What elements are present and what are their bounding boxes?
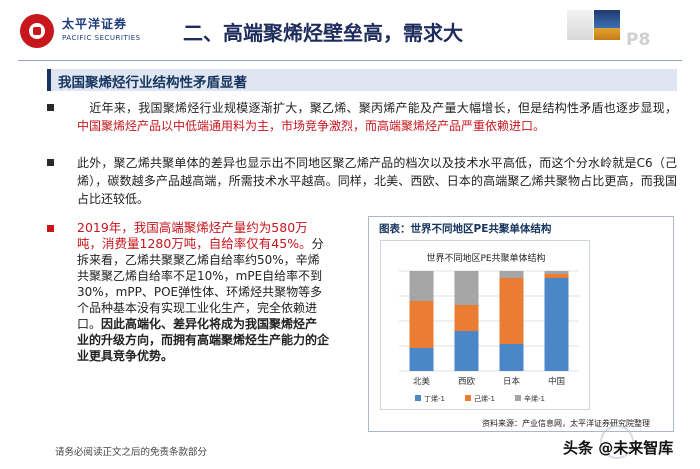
page-number: P8 xyxy=(626,30,651,50)
legend-swatch xyxy=(515,395,521,401)
section-title: 我国聚烯烃行业结构性矛盾显著 xyxy=(58,75,247,91)
bullet-text: 近年来，我国聚烯烃行业规模逐渐扩大，聚乙烯、聚丙烯产能及产量大幅增长，但是结构性… xyxy=(77,99,677,135)
bar-segment xyxy=(454,271,479,305)
chart-caption: 图表：世界不同地区PE共聚单体结构 xyxy=(379,223,552,235)
bar-segment xyxy=(499,271,524,278)
section-heading-bar xyxy=(47,69,677,91)
decorative-block-icon xyxy=(567,10,593,40)
header-divider xyxy=(18,60,682,61)
page-title: 二、高端聚烯烃壁垒高，需求大 xyxy=(183,21,463,45)
bullet-square-icon xyxy=(47,225,54,232)
bar-segment xyxy=(544,278,569,371)
bullet-square-icon xyxy=(47,159,54,166)
header: 太平洋证券 PACIFIC SECURITIES 二、高端聚烯烃壁垒高，需求大 … xyxy=(0,0,700,62)
x-tick-label: 中国 xyxy=(548,376,565,387)
company-logo: 太平洋证券 PACIFIC SECURITIES xyxy=(20,12,170,52)
bullet-text-plain: 近年来，我国聚烯烃行业规模逐渐扩大，聚乙烯、聚丙烯产能及产量大幅增长，但是结构性… xyxy=(89,101,677,115)
x-tick-label: 西欧 xyxy=(458,376,476,387)
x-tick-label: 北美 xyxy=(413,376,431,387)
legend-label: 己烯-1 xyxy=(474,394,495,403)
watermark-circle-icon xyxy=(600,425,634,459)
chart-frame: 世界不同地区PE共聚单体结构 北美 西欧 日本 中国丁烯-1 己烯-1 辛烯-1 xyxy=(380,240,590,410)
summary-highlight: 2019年，我国高端聚烯烃产量约为580万吨，消费量1280万吨，自给率仅有45… xyxy=(77,220,312,251)
bar-segment xyxy=(409,301,434,348)
bullet-text-highlight: 中国聚烯烃产品以中低端通用料为主，市场竞争激烈，而高端聚烯烃产品严重依赖进口。 xyxy=(77,119,546,133)
legend-swatch xyxy=(465,395,471,401)
summary-text: 2019年，我国高端聚烯烃产量约为580万吨，消费量1280万吨，自给率仅有45… xyxy=(77,220,329,364)
disclaimer-note: 请务必阅读正文之后的免责条款部分 xyxy=(55,447,208,458)
bar-segment xyxy=(454,331,479,371)
bar-segment xyxy=(544,274,569,278)
left-summary: 2019年，我国高端聚烯烃产量约为580万吨，消费量1280万吨，自给率仅有45… xyxy=(47,220,329,364)
legend-label: 辛烯-1 xyxy=(524,394,545,403)
bullet-item: 此外，聚乙烯共聚单体的差异也显示出不同地区聚乙烯产品的档次以及技术水平高低，而这… xyxy=(47,154,677,208)
bar-segment xyxy=(454,305,479,331)
watermark-text: 头条 @未来智库 xyxy=(563,439,674,457)
bar-segment xyxy=(409,271,434,301)
chart-title: 世界不同地区PE共聚单体结构 xyxy=(426,254,546,264)
bar-segment xyxy=(499,278,524,344)
logo-text-en: PACIFIC SECURITIES xyxy=(62,34,141,42)
x-tick-label: 日本 xyxy=(503,376,521,387)
summary-conclusion: 因此高端化、差异化将成为我国聚烯烃产业的升级方向，而拥有高端聚烯烃生产能力的企业… xyxy=(77,317,330,363)
bullet-text: 此外，聚乙烯共聚单体的差异也显示出不同地区聚乙烯产品的档次以及技术水平高低，而这… xyxy=(77,156,677,206)
logo-text-cn: 太平洋证券 xyxy=(62,17,128,31)
logo-mark-icon xyxy=(20,14,54,48)
bar-segment xyxy=(544,271,569,274)
decorative-image xyxy=(594,10,620,40)
bullet-square-icon xyxy=(47,104,54,111)
source-note: 资料来源：产业信息网，太平洋证券研究院整理 xyxy=(482,419,650,428)
legend-label: 丁烯-1 xyxy=(424,394,445,403)
summary-plain: 分拆来看，乙烯共聚聚乙烯自给率约50%，辛烯共聚聚乙烯自给率不足10%，mPE自… xyxy=(77,237,324,331)
bar-segment xyxy=(409,348,434,371)
bullet-item: 近年来，我国聚烯烃行业规模逐渐扩大，聚乙烯、聚丙烯产能及产量大幅增长，但是结构性… xyxy=(47,99,677,135)
legend-swatch xyxy=(415,395,421,401)
bar-segment xyxy=(499,344,524,371)
